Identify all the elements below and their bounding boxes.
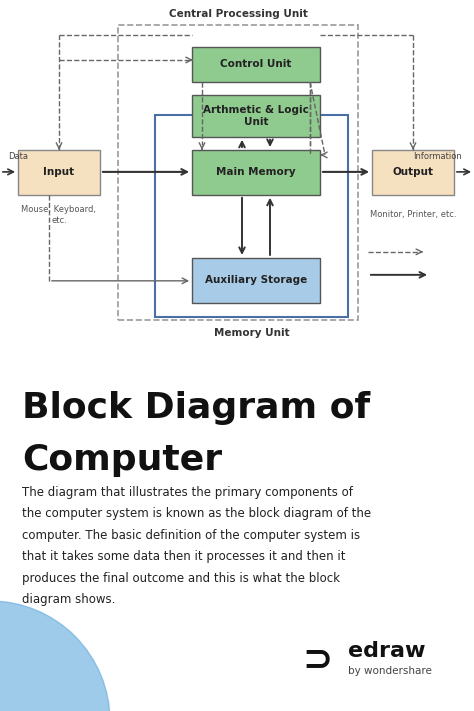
Bar	[192, 258, 320, 303]
Bar	[18, 150, 100, 195]
Text: by wondershare: by wondershare	[348, 666, 432, 676]
Text: Information: Information	[413, 152, 462, 161]
Text: Computer: Computer	[22, 443, 222, 477]
Text: Arthmetic & Logic
Unit: Arthmetic & Logic Unit	[203, 105, 309, 127]
Circle shape	[0, 601, 110, 711]
Text: Auxiliary Storage: Auxiliary Storage	[205, 275, 307, 285]
Text: Mouse, Keyboard,
etc.: Mouse, Keyboard, etc.	[21, 205, 97, 225]
Text: Output: Output	[392, 167, 434, 178]
Text: ⊃: ⊃	[303, 642, 333, 676]
Bar	[155, 115, 348, 317]
Bar	[192, 47, 320, 82]
Text: Main Memory: Main Memory	[216, 167, 296, 178]
Text: Input: Input	[44, 167, 74, 178]
Text: Data: Data	[8, 152, 28, 161]
Text: Block Diagram of: Block Diagram of	[22, 391, 370, 424]
Text: The diagram that illustrates the primary components of
the computer system is kn: The diagram that illustrates the primary…	[22, 486, 371, 606]
Text: Control Unit: Control Unit	[220, 60, 292, 70]
Bar	[118, 25, 358, 320]
Text: edraw: edraw	[348, 641, 426, 661]
Bar	[192, 95, 320, 137]
Text: Memory Unit: Memory Unit	[214, 328, 289, 338]
Bar	[372, 150, 454, 195]
Bar	[192, 150, 320, 195]
Text: Monitor, Printer, etc.: Monitor, Printer, etc.	[370, 210, 456, 220]
Text: Central Processing Unit: Central Processing Unit	[169, 9, 308, 19]
